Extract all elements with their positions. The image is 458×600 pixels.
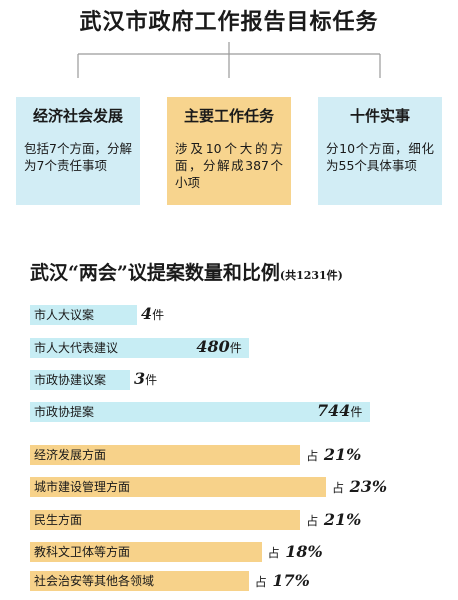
- bar-label: 市政协建议案: [34, 373, 107, 387]
- box-title: 十件实事: [349, 107, 410, 125]
- value-label: 480件: [196, 337, 242, 356]
- bar-4: 社会治安等其他各领域: [30, 571, 249, 591]
- box-main-tasks: 主要工作任务 涉及10个大的方面，分解成387个小项: [167, 97, 291, 205]
- bar-3: 市政协提案: [30, 402, 370, 422]
- box-title: 经济社会发展: [32, 107, 123, 125]
- bar-label: 市政协提案: [34, 405, 95, 419]
- value-label: 占 17%: [254, 571, 310, 590]
- chart-title-text: 武汉“两会”议提案数量和比例: [30, 262, 280, 284]
- chart-subtitle: (共1231件): [279, 269, 343, 282]
- bar-label: 经济发展方面: [34, 448, 107, 462]
- bar-3: 教科文卫体等方面: [30, 542, 262, 562]
- bar-2: 民生方面: [30, 510, 301, 530]
- bar-label: 市人大议案: [34, 308, 95, 322]
- box-ten-practical-matters: 十件实事 分10个方面，细化为55个具体事项: [318, 97, 442, 205]
- bar-1: 市人大代表建议: [30, 338, 250, 358]
- connector-lines: [77, 42, 381, 78]
- box-description: 涉及10个大的方面，分解成387个小项: [175, 141, 283, 190]
- bar-label: 市人大代表建议: [34, 341, 119, 355]
- value-label: 4件: [141, 304, 165, 323]
- box-title: 主要工作任务: [183, 107, 274, 125]
- bar-0: 市人大议案: [30, 305, 137, 325]
- value-label: 占 23%: [332, 477, 388, 496]
- chart-title: 武汉“两会”议提案数量和比例(共1231件): [30, 258, 343, 285]
- value-label: 占 18%: [267, 542, 323, 561]
- bar-0: 经济发展方面: [30, 445, 301, 465]
- value-label: 3件: [134, 369, 158, 388]
- bar-label: 城市建设管理方面: [34, 480, 131, 494]
- bar-2: 市政协建议案: [30, 370, 130, 390]
- value-label: 占 21%: [306, 510, 362, 529]
- bar-label: 社会治安等其他各领域: [34, 574, 155, 588]
- box-description: 分10个方面，细化为55个具体事项: [326, 141, 434, 173]
- bar-1: 城市建设管理方面: [30, 477, 326, 497]
- bar-label: 教科文卫体等方面: [34, 545, 131, 559]
- page-title: 武汉市政府工作报告目标任务: [79, 9, 379, 35]
- value-label: 占 21%: [306, 445, 362, 464]
- value-label: 744件: [317, 401, 363, 420]
- box-economic-development: 经济社会发展 包括7个方面，分解为7个责任事项: [16, 97, 140, 205]
- box-description: 包括7个方面，分解为7个责任事项: [24, 141, 132, 173]
- bar-label: 民生方面: [34, 513, 83, 527]
